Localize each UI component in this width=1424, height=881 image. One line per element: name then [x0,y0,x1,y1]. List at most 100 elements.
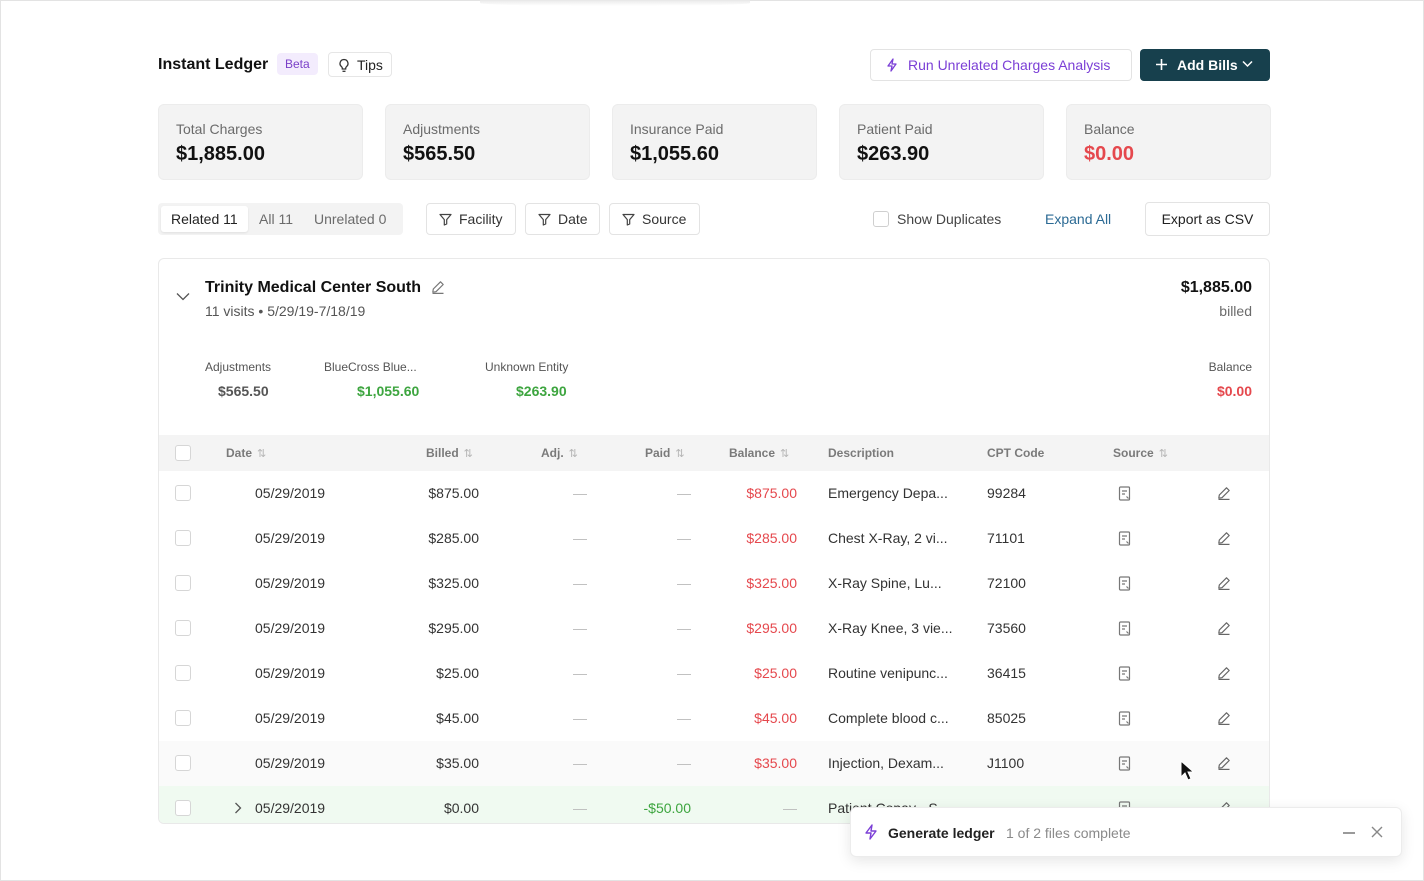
expand-all-link[interactable]: Expand All [1045,211,1112,227]
column-header-balance[interactable]: Balance ⇅ [729,446,790,460]
run-unrelated-analysis-button[interactable]: Run Unrelated Charges Analysis [870,49,1132,81]
document-icon[interactable] [1118,711,1132,729]
pencil-icon[interactable] [1217,531,1231,548]
show-duplicates-checkbox[interactable] [873,211,889,227]
cell-balance: $295.00 [746,620,797,636]
table-row[interactable]: 05/29/2019 $875.00 — — $875.00 Emergency Depa… [159,471,1269,516]
document-icon[interactable] [1118,756,1132,774]
cell-billed: $325.00 [428,575,479,591]
sort-icon: ⇅ [675,448,685,460]
sort-icon: ⇅ [780,448,790,460]
cell-date: 05/29/2019 [255,755,326,771]
row-checkbox[interactable] [175,620,191,636]
document-icon[interactable] [1118,621,1132,639]
pencil-icon[interactable] [1217,756,1231,773]
stat-label: Balance [1084,121,1135,137]
summary-value-adjustments: $565.50 [218,383,269,399]
facility-panel: Trinity Medical Center South 11 visits •… [158,258,1270,824]
facility-visits: 11 visits • 5/29/19-7/18/19 [205,303,366,319]
show-duplicates-label: Show Duplicates [897,211,1002,227]
top-shadow [480,0,750,6]
cell-description: Injection, Dexam... [828,755,944,771]
stat-value: $0.00 [1084,143,1135,165]
table-row[interactable]: 05/29/2019 $295.00 — — $295.00 X-Ray Knee, 3 … [159,606,1269,651]
pencil-icon[interactable] [1217,576,1231,593]
cell-adj: — [573,620,587,636]
stat-card-balance: Balance $0.00 [1066,104,1271,180]
add-bills-label: Add Bills [1177,57,1238,73]
column-header-date[interactable]: Date ⇅ [226,446,267,460]
tab-related[interactable]: Related 11 [161,206,248,232]
cell-billed: $285.00 [428,530,479,546]
column-header-billed[interactable]: Billed ⇅ [426,446,473,460]
summary-value-balance: $0.00 [1216,383,1252,399]
column-header-adj[interactable]: Adj. ⇅ [541,446,578,460]
close-icon[interactable] [1371,826,1383,838]
table-row[interactable]: 05/29/2019 $25.00 — — $25.00 Routine venipunc… [159,651,1269,696]
pencil-icon[interactable] [1217,486,1231,503]
pencil-icon[interactable] [1217,711,1231,728]
facility-filter-label: Facility [459,211,503,227]
pencil-icon[interactable] [1217,621,1231,638]
chevron-down-icon[interactable] [176,292,190,301]
cell-date: 05/29/2019 [255,575,326,591]
filter-icon [538,213,551,226]
stat-label: Adjustments [403,121,481,137]
table-row[interactable]: 05/29/2019 $45.00 — — $45.00 Complete blood c… [159,696,1269,741]
cell-cpt-code: 85025 [987,710,1026,726]
row-checkbox[interactable] [175,485,191,501]
chevron-right-icon[interactable] [234,802,242,814]
beta-badge: Beta [277,53,318,75]
cell-balance: $325.00 [746,575,797,591]
row-checkbox[interactable] [175,800,191,816]
cell-date: 05/29/2019 [255,485,326,501]
lightning-icon [865,824,877,840]
row-checkbox[interactable] [175,530,191,546]
row-checkbox[interactable] [175,575,191,591]
run-analysis-label: Run Unrelated Charges Analysis [908,57,1111,73]
cell-description: X-Ray Knee, 3 vie... [828,620,953,636]
tips-button[interactable]: Tips [328,52,392,77]
document-icon[interactable] [1118,486,1132,504]
facility-billed-label: billed [1219,303,1252,319]
select-all-checkbox[interactable] [175,445,191,461]
summary-label-unknown-entity: Unknown Entity [485,360,569,374]
cell-paid: — [677,620,691,636]
stat-label: Total Charges [176,121,263,137]
row-checkbox[interactable] [175,665,191,681]
cell-balance: $45.00 [754,710,797,726]
source-filter-button[interactable]: Source [609,203,700,235]
table-row[interactable]: 05/29/2019 $325.00 — — $325.00 X-Ray Spine, L… [159,561,1269,606]
document-icon[interactable] [1118,576,1132,594]
row-checkbox[interactable] [175,710,191,726]
cell-cpt-code: 36415 [987,665,1026,681]
facility-filter-button[interactable]: Facility [426,203,516,235]
sort-icon: ⇅ [568,448,578,460]
cell-adj: — [573,575,587,591]
cell-billed: $295.00 [428,620,479,636]
tab-unrelated[interactable]: Unrelated 0 [314,211,387,227]
date-filter-button[interactable]: Date [525,203,600,235]
cell-paid: — [677,575,691,591]
row-checkbox[interactable] [175,755,191,771]
export-csv-button[interactable]: Export as CSV [1145,202,1270,236]
cell-balance: — [783,800,797,816]
plus-icon [1156,59,1167,70]
cell-billed: $875.00 [428,485,479,501]
generate-ledger-toast: Generate ledger 1 of 2 files complete [850,807,1402,857]
tab-all[interactable]: All 11 [259,211,293,227]
facility-billed-amount: $1,885.00 [1180,279,1252,296]
page-title: Instant Ledger [158,56,269,73]
document-icon[interactable] [1118,666,1132,684]
table-row[interactable]: 05/29/2019 $285.00 — — $285.00 Chest X-Ray, 2… [159,516,1269,561]
add-bills-button[interactable]: Add Bills [1140,49,1270,81]
table-row[interactable]: 05/29/2019 $35.00 — — $35.00 Injection, Dexam… [159,741,1269,786]
pencil-icon[interactable] [1217,666,1231,683]
column-header-paid[interactable]: Paid ⇅ [645,446,685,460]
document-icon[interactable] [1118,531,1132,549]
stat-card-patient-paid: Patient Paid $263.90 [839,104,1044,180]
minimize-icon[interactable] [1343,832,1355,834]
pencil-icon[interactable] [431,280,445,294]
column-header-source[interactable]: Source ⇅ [1113,446,1168,460]
show-duplicates-toggle[interactable]: Show Duplicates [873,210,1001,228]
